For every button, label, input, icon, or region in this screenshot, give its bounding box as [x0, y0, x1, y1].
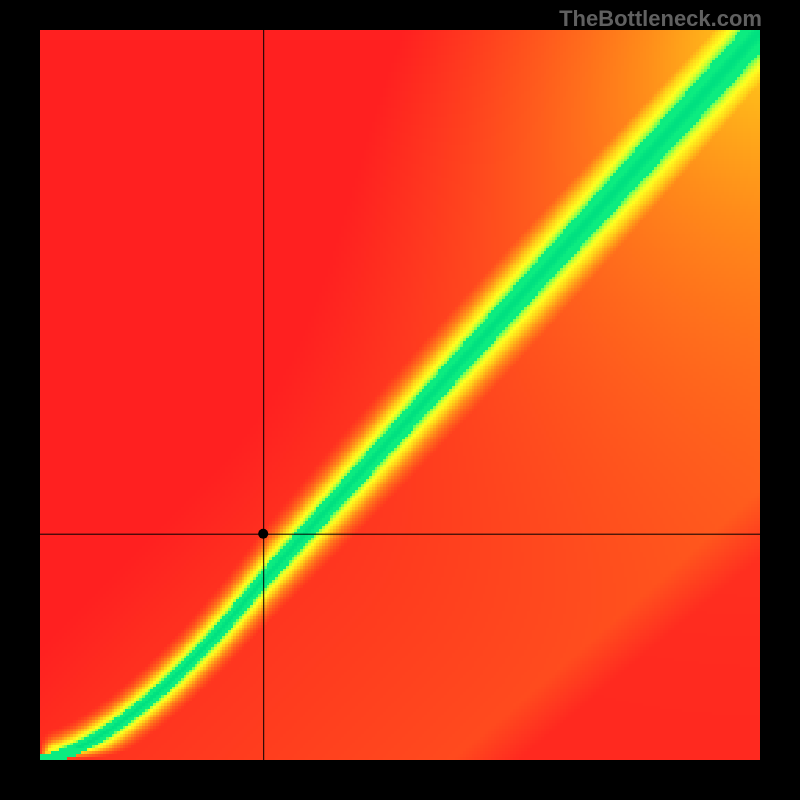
chart-container: TheBottleneck.com [0, 0, 800, 800]
watermark-text: TheBottleneck.com [559, 6, 762, 32]
bottleneck-heatmap [40, 30, 760, 760]
